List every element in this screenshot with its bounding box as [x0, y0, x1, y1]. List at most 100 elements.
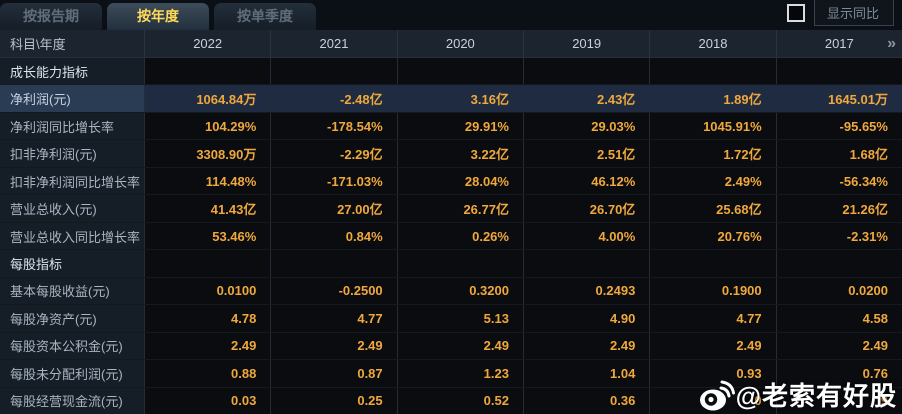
value-cell: 0 — [650, 387, 777, 414]
value-cell: 4.90 — [523, 305, 651, 332]
value-cell: 3.16亿 — [397, 85, 524, 112]
row-label: 营业总收入同比增长率 — [0, 222, 145, 250]
row-label: 扣非净利润(元) — [0, 140, 145, 167]
value-cell: 0.87 — [271, 360, 398, 387]
value-cell — [271, 58, 398, 85]
value-cell: -2.48亿 — [271, 85, 398, 112]
value-cell: 0.36 — [523, 387, 651, 414]
value-cell: 4.58 — [776, 305, 902, 332]
value-cell: 0.84% — [271, 222, 398, 250]
value-cell: 20.76% — [650, 222, 777, 250]
value-cell: 26.77亿 — [397, 195, 524, 222]
value-cell: 1645.01万 — [776, 85, 902, 112]
table-body: 成长能力指标 净利润(元) 1064.84万 -2.48亿 3.16亿 2.43亿 1.89… — [0, 58, 902, 414]
value-cell: 0.3200 — [397, 277, 524, 305]
value-cell: 4.77 — [650, 305, 777, 332]
value-cell: 1.68亿 — [776, 140, 902, 167]
value-cell: 104.29% — [145, 112, 272, 140]
tab-report-period[interactable]: 按报告期 — [0, 3, 102, 30]
year-header-2021[interactable]: 2021 — [271, 30, 398, 57]
value-cell: 0.76 — [776, 360, 902, 387]
value-cell: 0.0100 — [145, 277, 272, 305]
value-cell: 2.49 — [776, 332, 902, 360]
value-cell: 1045.91% — [650, 112, 777, 140]
value-cell: 29.91% — [397, 112, 524, 140]
table-row: 扣非净利润(元) 3308.90万 -2.29亿 3.22亿 2.51亿 1.72亿 1.6… — [0, 140, 902, 168]
value-cell: 46.12% — [523, 167, 651, 195]
value-cell — [397, 58, 524, 85]
value-cell: -0.2500 — [271, 277, 398, 305]
value-cell: 1.89亿 — [650, 85, 777, 112]
value-cell: 21.26亿 — [776, 195, 902, 222]
value-cell — [145, 250, 272, 277]
more-years-icon[interactable]: » — [887, 34, 896, 52]
row-label: 每股经营现金流(元) — [0, 387, 145, 414]
value-cell: 0.25 — [271, 387, 398, 414]
value-cell — [650, 250, 777, 277]
year-header-2018[interactable]: 2018 — [650, 30, 777, 57]
year-header-2020[interactable]: 2020 — [398, 30, 524, 57]
table-row: 基本每股收益(元) 0.0100 -0.2500 0.3200 0.2493 0.1900… — [0, 277, 902, 306]
value-cell — [776, 250, 902, 277]
table-row: 净利润同比增长率 104.29% -178.54% 29.91% 29.03% 1045.… — [0, 112, 902, 141]
table-row: 扣非净利润同比增长率 114.48% -171.03% 28.04% 46.12% 2.4… — [0, 167, 902, 196]
value-cell: 5.13 — [397, 305, 524, 332]
row-label: 每股资本公积金(元) — [0, 332, 145, 360]
table-row: 每股未分配利润(元) 0.88 0.87 1.23 1.04 0.93 0.76 — [0, 360, 902, 388]
value-cell: 0.1900 — [650, 277, 777, 305]
value-cell: 2.49 — [650, 332, 777, 360]
value-cell: -178.54% — [271, 112, 398, 140]
row-label: 扣非净利润同比增长率 — [0, 167, 145, 195]
row-label: 每股净资产(元) — [0, 305, 145, 332]
value-cell — [776, 58, 902, 85]
value-cell — [523, 58, 651, 85]
yoy-controls: 显示同比 — [786, 0, 902, 30]
value-cell: 1064.84万 — [145, 85, 272, 112]
value-cell: 1.04 — [523, 360, 651, 387]
value-cell: 26.70亿 — [523, 195, 651, 222]
value-cell: 2.49 — [271, 332, 398, 360]
section-row: 成长能力指标 — [0, 58, 902, 86]
year-header-2019[interactable]: 2019 — [524, 30, 651, 57]
period-tabbar: 按报告期 按年度 按单季度 显示同比 — [0, 0, 902, 30]
value-cell: 25.68亿 — [650, 195, 777, 222]
tab-single-quarter[interactable]: 按单季度 — [214, 3, 316, 30]
value-cell — [271, 250, 398, 277]
value-cell: 3.22亿 — [397, 140, 524, 167]
value-cell — [523, 250, 651, 277]
value-cell: 0.0200 — [776, 277, 902, 305]
tab-annual[interactable]: 按年度 — [107, 3, 209, 30]
value-cell — [145, 58, 272, 85]
value-cell: -95.65% — [776, 112, 902, 140]
value-cell: 1.72亿 — [650, 140, 777, 167]
year-header-2017[interactable]: 2017» — [824, 34, 896, 52]
value-cell: 1.23 — [397, 360, 524, 387]
value-cell: 53.46% — [145, 222, 272, 250]
row-label: 每股指标 — [0, 250, 145, 277]
value-cell: 114.48% — [145, 167, 272, 195]
value-cell: -2.29亿 — [271, 140, 398, 167]
value-cell: 29.03% — [523, 112, 651, 140]
value-cell: 27.00亿 — [271, 195, 398, 222]
year-header-2022[interactable]: 2022 — [145, 30, 272, 57]
row-label: 成长能力指标 — [0, 58, 145, 85]
value-cell: 3308.90万 — [145, 140, 272, 167]
value-cell: 2.51亿 — [523, 140, 651, 167]
table-header-row: 科目\年度 2022 2021 2020 2019 2018 2017» — [0, 30, 902, 58]
row-label: 基本每股收益(元) — [0, 277, 145, 305]
value-cell: 4.00% — [523, 222, 651, 250]
value-cell: 2.49 — [145, 332, 272, 360]
row-label: 净利润(元) — [0, 85, 145, 112]
value-cell: 28.04% — [397, 167, 524, 195]
value-cell: 2.49 — [397, 332, 524, 360]
value-cell: 0.93 — [650, 360, 777, 387]
corner-header: 科目\年度 — [0, 30, 145, 57]
table-row: 净利润(元) 1064.84万 -2.48亿 3.16亿 2.43亿 1.89亿 1645.… — [0, 85, 902, 113]
show-yoy-label[interactable]: 显示同比 — [813, 0, 894, 26]
table-row: 每股经营现金流(元) 0.03 0.25 0.52 0.36 0 9 — [0, 387, 902, 414]
table-row: 每股资本公积金(元) 2.49 2.49 2.49 2.49 2.49 2.49 — [0, 332, 902, 361]
table-row: 营业总收入同比增长率 53.46% 0.84% 0.26% 4.00% 20.76% -2.… — [0, 222, 902, 251]
value-cell: 9 — [776, 387, 902, 414]
show-yoy-checkbox[interactable] — [786, 3, 805, 22]
value-cell: 4.77 — [271, 305, 398, 332]
